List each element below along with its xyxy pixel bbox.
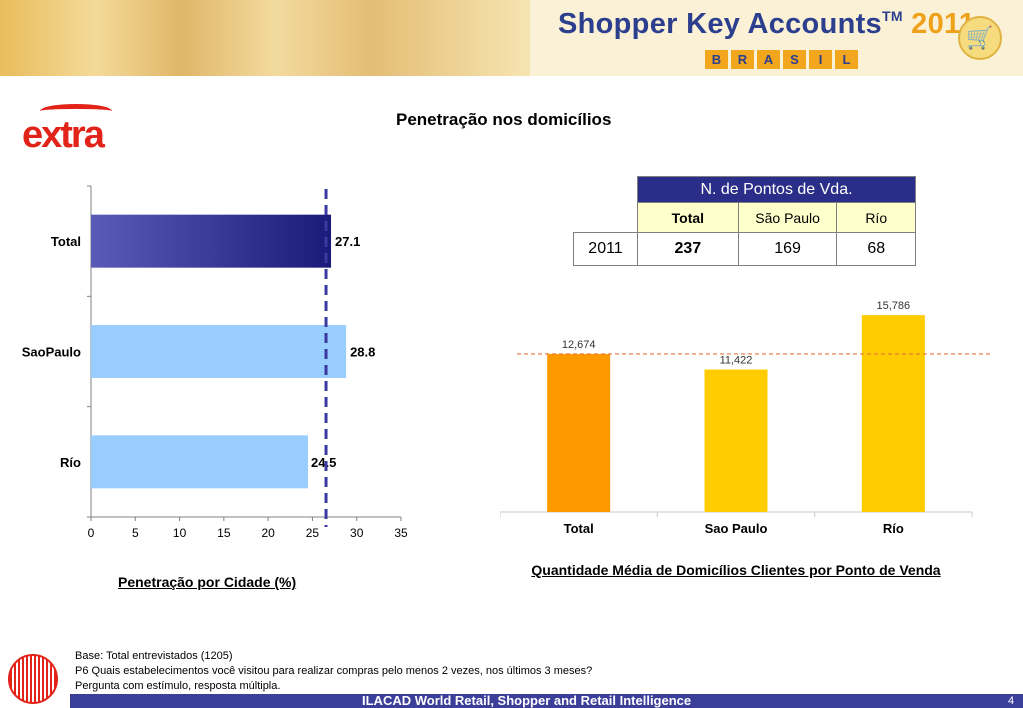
brand-title-text: Shopper Key Accounts xyxy=(558,8,882,40)
table-corner xyxy=(574,177,638,203)
brand-country-letter: R xyxy=(731,50,754,69)
x-tick-label: 0 xyxy=(88,526,95,540)
brand-country: B R A S I L xyxy=(705,50,858,69)
x-tick-label: 10 xyxy=(173,526,187,540)
bar xyxy=(91,435,308,489)
footer-text: ILACAD World Retail, Shopper and Retail … xyxy=(362,693,692,708)
logo-swoosh xyxy=(40,104,112,118)
value-label: 12,674 xyxy=(562,339,596,351)
footnotes: Base: Total entrevistados (1205) P6 Quai… xyxy=(75,649,592,694)
logo-word: extra xyxy=(22,114,105,156)
table-col-sao-paulo: São Paulo xyxy=(737,202,838,233)
x-tick-label: 30 xyxy=(350,526,364,540)
category-label: Total xyxy=(564,521,594,536)
category-label: Río xyxy=(883,521,904,536)
brand-country-letter: B xyxy=(705,50,728,69)
barcode-seal-icon xyxy=(8,654,58,704)
table-col-total: Total xyxy=(637,202,739,233)
points-of-sale-table: N. de Pontos de Vda. Total São Paulo Río… xyxy=(573,176,916,266)
bar xyxy=(861,315,925,512)
table-row-label: 2011 xyxy=(573,232,638,266)
table-cell-sao-paulo: 169 xyxy=(737,232,838,266)
x-tick-label: 15 xyxy=(217,526,231,540)
bar xyxy=(91,325,347,378)
page-title: Penetração nos domicílios xyxy=(396,110,612,129)
footer-bar xyxy=(70,694,1023,708)
penetration-bar-chart: 0 5 10 15 20 25 30 35 Total 27.1 SaoPaulo 28.8 Río 24… xyxy=(22,185,408,540)
value-label: 28.8 xyxy=(350,345,375,360)
table-col-rio: Río xyxy=(836,202,916,233)
bar xyxy=(91,214,332,268)
extra-logo: extra xyxy=(22,104,117,156)
brand-country-letter: S xyxy=(783,50,806,69)
brand-country-letter: A xyxy=(757,50,780,69)
x-tick-label: 5 xyxy=(132,526,139,540)
page-number: 4 xyxy=(1008,695,1015,707)
brand-title: Shopper Key AccountsTM 2011 xyxy=(558,8,975,41)
category-label: SaoPaulo xyxy=(22,345,81,360)
category-label: Río xyxy=(60,455,81,470)
header-banner: Shopper Key AccountsTM 2011 B R A S I L … xyxy=(0,0,1023,76)
footnote-line: Base: Total entrevistados (1205) xyxy=(75,650,233,662)
category-label: Sao Paulo xyxy=(705,521,768,536)
table-corner xyxy=(574,203,638,233)
value-label: 27.1 xyxy=(335,234,360,249)
table-header: N. de Pontos de Vda. xyxy=(637,176,916,203)
table-cell-total: 237 xyxy=(637,232,739,266)
value-label: 15,786 xyxy=(877,300,911,312)
households-chart-caption: Quantidade Média de Domicílios Clientes … xyxy=(531,562,941,578)
brand-tm: TM xyxy=(881,8,903,24)
brand-country-letter: I xyxy=(809,50,832,69)
category-label: Total xyxy=(51,234,81,249)
footnote-line: Pergunta com estímulo, resposta múltipla… xyxy=(75,680,281,692)
x-tick-label: 35 xyxy=(394,526,408,540)
footnote-line: P6 Quais estabelecimentos você visitou p… xyxy=(75,665,593,677)
bar xyxy=(547,353,611,512)
x-tick-label: 20 xyxy=(261,526,275,540)
households-per-store-chart: 12,674 Total 11,422 Sao Paulo 15,786 Río xyxy=(500,300,992,536)
brand-country-letter: L xyxy=(835,50,858,69)
shopping-cart-icon: 🛒 xyxy=(958,16,1002,60)
table-cell-rio: 68 xyxy=(836,232,916,266)
value-label: 24.5 xyxy=(311,455,336,470)
bar xyxy=(704,369,768,512)
banner-photo-strip xyxy=(0,0,530,76)
value-label: 11,422 xyxy=(720,355,753,367)
x-tick-label: 25 xyxy=(306,526,320,540)
penetration-chart-caption: Penetração por Cidade (%) xyxy=(118,574,297,590)
